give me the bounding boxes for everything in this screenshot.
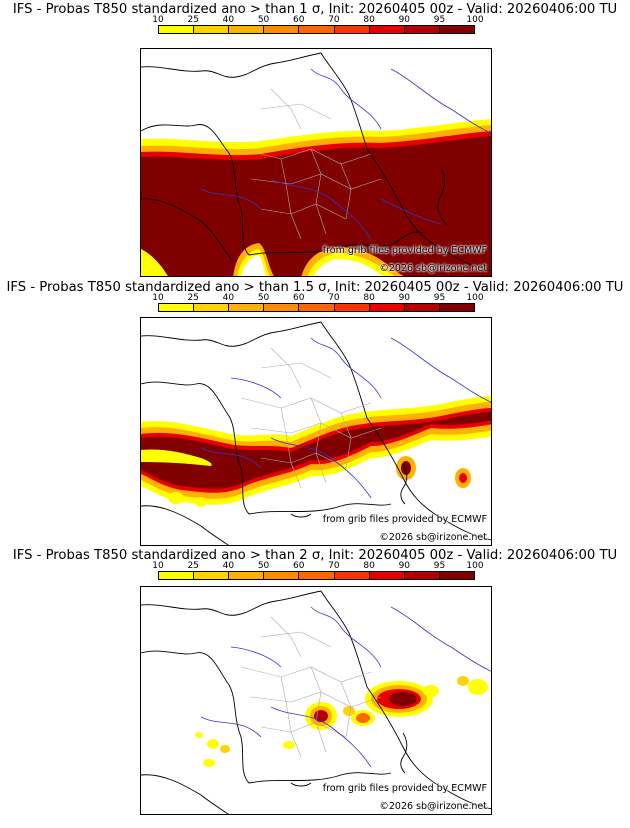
colorbar-swatch bbox=[404, 26, 440, 33]
colorbar-swatch bbox=[334, 304, 370, 311]
source-credit: from grib files provided by ECMWF bbox=[322, 245, 487, 256]
coastlines bbox=[141, 590, 491, 814]
tick-label: 60 bbox=[293, 561, 305, 571]
rivers bbox=[200, 337, 491, 499]
colorbar-swatch bbox=[159, 572, 195, 579]
tick-label: 70 bbox=[328, 293, 340, 303]
tick-label: 25 bbox=[187, 561, 199, 571]
colorbar-swatch bbox=[299, 304, 335, 311]
probability-field bbox=[195, 676, 488, 767]
admin-boundaries bbox=[240, 347, 382, 489]
colorbar-swatch bbox=[369, 304, 405, 311]
tick-label: 50 bbox=[257, 561, 270, 571]
colorbar-swatch bbox=[299, 26, 335, 33]
probability-map: from grib files provided by ECMWF ©2026 … bbox=[140, 48, 492, 277]
tick-label: 100 bbox=[466, 15, 484, 25]
colorbar-swatch bbox=[439, 572, 474, 579]
colorbar-swatch bbox=[334, 26, 370, 33]
colorbar-swatch bbox=[194, 304, 230, 311]
tick-label: 90 bbox=[398, 15, 411, 25]
map-graphic bbox=[141, 590, 491, 814]
colorbar-ticks: 10 25 40 50 60 70 80 90 95 100 bbox=[152, 15, 483, 25]
colorbar-swatch bbox=[264, 26, 300, 33]
tick-label: 70 bbox=[328, 15, 340, 25]
tick-label: 25 bbox=[187, 293, 199, 303]
tick-label: 80 bbox=[363, 15, 375, 25]
tick-label: 95 bbox=[433, 15, 446, 25]
colorbar-ticks: 10 25 40 50 60 70 80 90 95 100 bbox=[152, 293, 483, 303]
probability-map: from grib files provided by ECMWF ©2026 … bbox=[140, 317, 492, 546]
tick-label: 40 bbox=[222, 293, 235, 303]
copyright-credit: ©2026 sb@irizone.net bbox=[379, 801, 487, 812]
colorbar-swatch bbox=[404, 572, 440, 579]
colorbar-swatch bbox=[264, 304, 300, 311]
colorbar-ticks: 10 25 40 50 60 70 80 90 95 100 bbox=[152, 561, 483, 571]
tick-label: 40 bbox=[222, 561, 235, 571]
tick-label: 95 bbox=[433, 561, 446, 571]
panel-title: IFS - Probas T850 standardized ano > tha… bbox=[12, 2, 618, 17]
panel-title: IFS - Probas T850 standardized ano > tha… bbox=[12, 548, 618, 563]
colorbar-swatch bbox=[369, 572, 405, 579]
tick-label: 95 bbox=[433, 293, 446, 303]
tick-label: 10 bbox=[152, 293, 164, 303]
map-graphic bbox=[141, 52, 491, 276]
tick-label: 90 bbox=[398, 293, 411, 303]
colorbar-swatches bbox=[158, 303, 475, 312]
source-credit: from grib files provided by ECMWF bbox=[322, 783, 487, 794]
colorbar-swatch bbox=[264, 572, 300, 579]
probability-map: from grib files provided by ECMWF ©2026 … bbox=[140, 586, 492, 815]
tick-label: 10 bbox=[152, 15, 164, 25]
tick-label: 90 bbox=[398, 561, 411, 571]
colorbar-swatches bbox=[158, 571, 475, 580]
copyright-credit: ©2026 sb@irizone.net bbox=[379, 532, 487, 543]
colorbar-swatch bbox=[229, 26, 265, 33]
tick-label: 40 bbox=[222, 15, 235, 25]
tick-label: 50 bbox=[257, 293, 270, 303]
colorbar-swatch bbox=[194, 572, 230, 579]
colorbar-swatch bbox=[194, 26, 230, 33]
tick-label: 80 bbox=[363, 293, 375, 303]
admin-boundaries bbox=[240, 616, 382, 758]
tick-label: 25 bbox=[187, 15, 199, 25]
rivers bbox=[200, 606, 491, 768]
copyright-credit: ©2026 sb@irizone.net bbox=[379, 263, 487, 274]
admin-boundaries bbox=[240, 88, 382, 240]
tick-label: 50 bbox=[257, 15, 270, 25]
coastlines bbox=[141, 321, 491, 545]
colorbar: 10 25 40 50 60 70 80 90 95 100 bbox=[152, 561, 484, 581]
colorbar-swatch bbox=[369, 26, 405, 33]
colorbar-swatch bbox=[299, 572, 335, 579]
source-credit: from grib files provided by ECMWF bbox=[322, 514, 487, 525]
tick-label: 10 bbox=[152, 561, 164, 571]
colorbar-swatch bbox=[229, 572, 265, 579]
colorbar-swatch bbox=[439, 304, 474, 311]
colorbar-swatch bbox=[229, 304, 265, 311]
probability-field bbox=[141, 396, 491, 507]
tick-label: 100 bbox=[466, 561, 484, 571]
colorbar: 10 25 40 50 60 70 80 90 95 100 bbox=[152, 15, 484, 35]
tick-label: 80 bbox=[363, 561, 375, 571]
colorbar-swatch bbox=[159, 26, 195, 33]
map-graphic bbox=[141, 321, 491, 545]
colorbar-swatches bbox=[158, 25, 475, 34]
probability-field bbox=[141, 119, 491, 276]
panel-title: IFS - Probas T850 standardized ano > tha… bbox=[6, 280, 624, 295]
coastlines bbox=[141, 52, 491, 272]
tick-label: 60 bbox=[293, 293, 305, 303]
colorbar-swatch bbox=[439, 26, 474, 33]
colorbar-swatch bbox=[404, 304, 440, 311]
colorbar: 10 25 40 50 60 70 80 90 95 100 bbox=[152, 293, 484, 313]
colorbar-swatch bbox=[159, 304, 195, 311]
rivers bbox=[200, 68, 491, 240]
tick-label: 70 bbox=[328, 561, 340, 571]
tick-label: 60 bbox=[293, 15, 305, 25]
colorbar-swatch bbox=[334, 572, 370, 579]
tick-label: 100 bbox=[466, 293, 484, 303]
